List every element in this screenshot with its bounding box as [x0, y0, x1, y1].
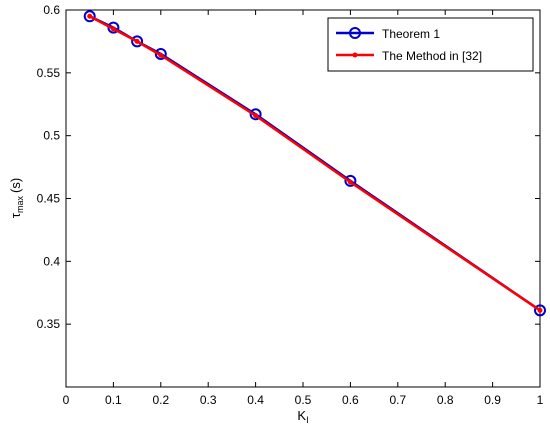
y-tick-label: 0.4 — [43, 254, 60, 268]
x-tick-label: 0.3 — [200, 393, 217, 407]
legend-label-method-32: The Method in [32] — [382, 49, 482, 63]
series-0-point — [83, 10, 96, 23]
series-1-point — [537, 307, 543, 313]
x-tick-label: 0.8 — [437, 393, 454, 407]
x-tick-label: 1 — [537, 393, 544, 407]
x-tick-label: 0.5 — [295, 393, 312, 407]
x-axis-label: KI — [297, 408, 308, 425]
y-axis-ticks: 0.35 0.4 0.45 0.5 0.55 0.6 — [37, 3, 540, 331]
y-axis-label: τmax (s) — [8, 178, 25, 218]
y-tick-label: 0.5 — [43, 129, 60, 143]
series-0-point — [154, 47, 167, 60]
x-tick-label: 0.4 — [247, 393, 264, 407]
y-tick-label: 0.6 — [43, 3, 60, 17]
series-0-point — [249, 108, 262, 121]
series-0-point — [344, 174, 357, 187]
series-layer — [83, 10, 546, 317]
x-tick-label: 0.1 — [105, 393, 122, 407]
series-1-point — [347, 179, 353, 185]
y-axis-label-main: τ — [8, 212, 23, 218]
x-tick-label: 0.2 — [152, 393, 169, 407]
legend-box — [327, 17, 534, 72]
plot-area — [65, 9, 541, 388]
series-1-point — [158, 52, 164, 58]
legend-marker-method-32 — [352, 52, 358, 58]
series-1-point — [110, 26, 116, 32]
series-1-point — [87, 13, 93, 19]
y-axis-label-sub: max — [15, 196, 25, 214]
series-0-point — [131, 35, 144, 48]
series-1-point — [134, 38, 140, 44]
y-tick-label: 0.35 — [37, 317, 61, 331]
y-tick-label: 0.45 — [37, 192, 61, 206]
x-tick-label: 0.7 — [389, 393, 406, 407]
legend-marker-theorem-1 — [349, 27, 361, 39]
x-axis-ticks: 0 0.1 0.2 0.3 0.4 0.5 0.6 0.7 0.8 0.9 1 — [63, 10, 544, 407]
series-0-point — [534, 304, 546, 317]
x-tick-label: 0 — [63, 393, 70, 407]
y-tick-label: 0.55 — [37, 66, 61, 80]
x-tick-label: 0.6 — [342, 393, 359, 407]
series-1-point — [253, 113, 259, 119]
y-axis-label-unit: (s) — [8, 178, 23, 193]
legend: Theorem 1 The Method in [32] — [327, 17, 534, 72]
x-axis-label-sub: I — [306, 415, 309, 425]
legend-label-theorem-1: Theorem 1 — [382, 27, 440, 41]
x-tick-label: 0.9 — [484, 393, 501, 407]
x-axis-label-main: K — [297, 408, 306, 423]
